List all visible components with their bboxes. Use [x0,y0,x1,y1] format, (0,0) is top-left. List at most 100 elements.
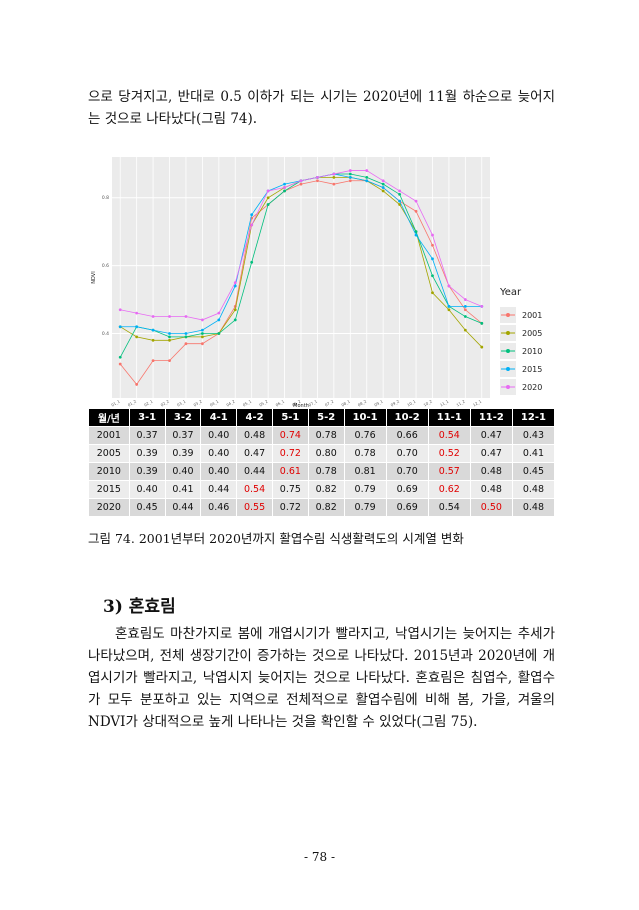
data-point [332,175,336,179]
table-cell: 0.44 [236,462,273,481]
table-cell: 2020 [88,498,130,517]
x-tick-label: 05_1 [242,398,253,407]
table-cell: 0.41 [511,444,556,463]
table-cell: 0.80 [307,444,345,463]
data-point [348,175,352,179]
x-tick-label: 12_1 [472,398,483,407]
data-point [135,335,139,339]
header-cell: 11-1 [427,408,471,427]
table-cell: 0.48 [236,426,273,445]
legend-title: Year [499,287,522,298]
data-point [463,328,467,332]
x-tick-label: 11_2 [455,398,466,407]
header-cell: 3-1 [128,408,166,427]
data-point [414,199,418,203]
x-tick-label: 10_1 [406,398,417,407]
x-tick-label: 03_2 [192,398,203,407]
table-cell: 0.81 [343,462,387,481]
data-point [250,213,254,217]
data-point [365,169,369,172]
table-cell: 0.70 [385,462,429,481]
data-point [480,321,484,325]
table-cell: 0.82 [307,498,345,517]
y-tick-label: 0.4 [102,331,109,337]
data-point [118,325,122,329]
data-point [118,355,122,359]
table-row: 2015 0.40 0.41 0.44 0.54 0.75 0.82 0.79 0.69 0.62… [88,480,556,499]
data-point [447,304,451,308]
table-cell: 0.47 [469,426,513,445]
paragraph: 혼효림도 마찬가지로 봄에 개엽시기가 빨라지고, 낙엽시기는 늦어지는 추세가… [88,626,555,730]
x-tick-label: 10_2 [423,398,434,407]
table-cell: 0.54 [236,480,273,499]
data-point [200,318,204,322]
data-point [316,175,319,179]
table-row: 2010 0.39 0.40 0.40 0.44 0.61 0.78 0.81 0.70 0.57… [88,462,556,481]
data-point [168,359,171,363]
data-point [200,342,204,346]
x-tick-label: 02_1 [143,398,154,407]
header-cell: 12-1 [511,408,556,427]
x-tick-label: 01_2 [127,398,138,407]
data-point [233,281,237,284]
data-point [431,257,434,261]
table-cell: 0.40 [164,462,202,481]
legend-label: 2005 [522,329,542,338]
data-point [316,179,319,183]
table-cell: 0.72 [271,444,309,463]
legend-point [506,385,510,389]
legend-point [506,367,510,371]
data-point [414,233,418,237]
x-tick-label: 08_1 [340,398,351,407]
data-point [299,179,303,183]
table-cell: 2010 [88,462,130,481]
legend-label: 2015 [522,365,542,374]
data-point [332,182,336,186]
data-point [283,189,286,193]
data-point [151,359,155,363]
data-point [168,315,171,318]
data-point [250,223,254,227]
data-point [151,315,155,318]
table-cell: 0.55 [236,498,273,517]
data-point [463,315,467,318]
data-point [250,260,254,264]
table-cell: 0.41 [164,480,202,499]
table-cell: 0.78 [307,462,345,481]
header-cell: 5-1 [271,408,309,427]
caption: 그림 74. 2001년부터 2020년까지 활엽수림 식생활력도의 시계열 변… [88,531,464,546]
table-cell: 0.54 [427,426,471,445]
table-cell: 0.79 [343,480,387,499]
legend-point [506,349,510,353]
table-cell: 0.39 [128,444,166,463]
data-point [200,335,204,339]
x-tick-label: 01_1 [110,398,121,407]
header-cell: 3-2 [164,408,202,427]
data-point [381,186,385,189]
table-cell: 0.47 [236,444,273,463]
table-cell: 0.40 [200,426,238,445]
data-point [200,328,204,332]
legend-label: 2010 [522,347,542,356]
table-cell: 0.45 [128,498,166,517]
x-tick-label: 03_1 [176,398,187,407]
data-point [135,311,139,315]
table-cell: 0.46 [200,498,238,517]
data-point [217,332,221,335]
x-tick-label: 11_1 [439,398,450,407]
table-cell: 0.44 [164,498,202,517]
data-point [381,189,385,193]
y-axis-label: NDVI [91,271,97,283]
table-cell: 0.40 [128,480,166,499]
x-tick-label: 04_1 [209,398,220,407]
table-cell: 0.48 [511,480,556,499]
table-cell: 0.39 [128,462,166,481]
data-point [414,230,418,234]
table-cell: 0.52 [427,444,471,463]
data-point [299,182,303,186]
x-axis-label: Month [293,403,309,407]
x-tick-label: 06_1 [275,398,286,407]
x-tick-label: 08_2 [357,398,368,407]
data-point [431,274,434,278]
data-point [184,315,188,318]
